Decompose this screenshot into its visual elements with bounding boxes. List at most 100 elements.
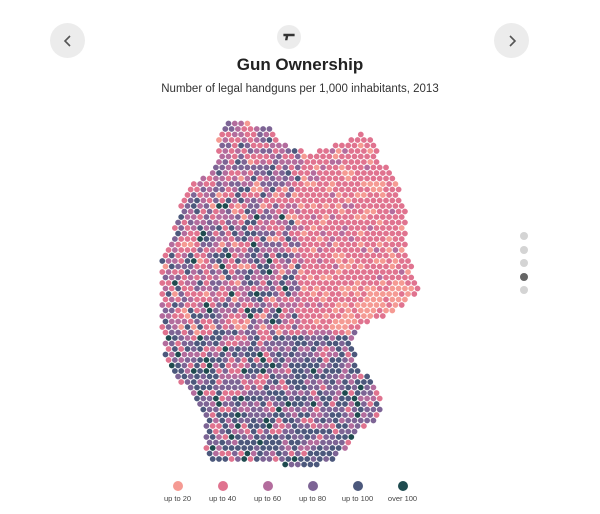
map-hex-dot xyxy=(225,219,232,226)
map-hex-dot xyxy=(184,269,191,275)
map-hex-dot xyxy=(200,351,207,358)
map-hex-dot xyxy=(373,225,380,231)
map-hex-dot xyxy=(260,401,266,407)
map-hex-dot xyxy=(263,131,270,138)
map-hex-dot xyxy=(285,412,292,418)
map-hex-dot xyxy=(228,412,235,418)
map-hex-dot xyxy=(253,137,260,143)
map-hex-dot xyxy=(332,164,339,171)
map-hex-dot xyxy=(313,351,320,358)
map-hex-dot xyxy=(351,329,358,336)
map-hex-dot xyxy=(257,131,263,138)
map-hex-dot xyxy=(231,450,238,457)
map-hex-dot xyxy=(298,401,304,407)
map-hex-dot xyxy=(288,241,295,248)
map-hex-dot xyxy=(175,329,182,336)
map-hex-dot xyxy=(231,263,238,270)
map-hex-dot xyxy=(175,263,182,270)
map-hex-dot xyxy=(194,230,200,237)
page-dot-3[interactable] xyxy=(520,259,528,268)
map-hex-dot xyxy=(257,318,263,325)
map-hex-dot xyxy=(247,368,254,374)
map-hex-dot xyxy=(342,214,348,220)
map-hex-dot xyxy=(194,362,200,369)
page-dot-5[interactable] xyxy=(520,286,528,295)
map-hex-dot xyxy=(342,346,348,352)
map-hex-dot xyxy=(316,247,323,253)
map-hex-dot xyxy=(235,280,241,286)
next-button[interactable] xyxy=(494,23,529,58)
map-hex-dot xyxy=(351,252,358,259)
map-hex-dot xyxy=(339,439,345,446)
map-hex-dot xyxy=(225,373,232,380)
map-hex-dot xyxy=(228,313,235,319)
map-hex-dot xyxy=(351,351,358,358)
map-hex-dot xyxy=(216,456,222,462)
map-hex-dot xyxy=(250,230,257,237)
map-hex-dot xyxy=(288,450,295,457)
map-hex-dot xyxy=(225,274,232,281)
map-hex-dot xyxy=(257,428,263,435)
map-hex-dot xyxy=(272,390,279,396)
map-hex-dot xyxy=(357,307,364,314)
map-hex-dot xyxy=(269,351,276,358)
map-hex-dot xyxy=(339,230,345,237)
map-hex-dot xyxy=(402,241,408,248)
map-hex-dot xyxy=(253,280,260,286)
page-dot-4-active[interactable] xyxy=(520,272,528,281)
map-hex-dot xyxy=(395,186,402,193)
map-hex-dot xyxy=(247,247,254,253)
map-hex-dot xyxy=(216,247,222,253)
map-hex-dot xyxy=(298,313,304,319)
map-hex-dot xyxy=(159,291,166,297)
map-hex-dot xyxy=(219,274,226,281)
map-hex-dot xyxy=(225,252,232,259)
map-hex-dot xyxy=(313,208,320,215)
map-hex-dot xyxy=(367,203,374,209)
map-hex-dot xyxy=(231,351,238,358)
map-hex-dot xyxy=(402,274,408,281)
map-hex-dot xyxy=(342,258,348,264)
map-hex-dot xyxy=(298,236,304,242)
map-hex-dot xyxy=(213,340,219,347)
map-hex-dot xyxy=(342,192,348,198)
map-hex-dot xyxy=(178,324,185,330)
map-hex-dot xyxy=(222,137,229,143)
map-hex-dot xyxy=(263,252,270,259)
map-hex-dot xyxy=(206,230,213,237)
map-hex-dot xyxy=(225,164,232,171)
map-hex-dot xyxy=(291,236,298,242)
map-hex-dot xyxy=(361,192,367,198)
map-hex-dot xyxy=(288,252,295,259)
map-hex-dot xyxy=(228,456,235,462)
map-hex-dot xyxy=(213,274,219,281)
map-hex-dot xyxy=(294,263,301,270)
map-hex-dot xyxy=(282,241,289,248)
previous-button[interactable] xyxy=(50,23,85,58)
map-hex-dot xyxy=(332,241,339,248)
map-hex-dot xyxy=(228,357,235,363)
map-hex-dot xyxy=(301,153,307,160)
map-hex-dot xyxy=(184,335,191,341)
map-hex-dot xyxy=(392,214,399,220)
map-hex-dot xyxy=(194,241,200,248)
map-hex-dot xyxy=(364,406,370,413)
map-hex-dot xyxy=(231,428,238,435)
page-dot-1[interactable] xyxy=(520,232,528,240)
map-hex-dot xyxy=(238,241,245,248)
map-hex-dot xyxy=(250,340,257,347)
map-hex-dot xyxy=(162,252,169,259)
map-hex-dot xyxy=(339,406,345,413)
map-hex-dot xyxy=(247,302,254,308)
map-hex-dot xyxy=(345,197,352,204)
map-hex-dot xyxy=(172,247,178,253)
map-hex-dot xyxy=(383,252,389,259)
map-hex-dot xyxy=(231,439,238,446)
page-dot-2[interactable] xyxy=(520,245,528,254)
map-hex-dot xyxy=(313,417,320,424)
map-hex-dot xyxy=(288,164,295,171)
map-hex-dot xyxy=(168,263,175,270)
map-hex-dot xyxy=(209,368,216,374)
map-hex-dot xyxy=(197,357,204,363)
map-hex-dot xyxy=(213,164,219,171)
